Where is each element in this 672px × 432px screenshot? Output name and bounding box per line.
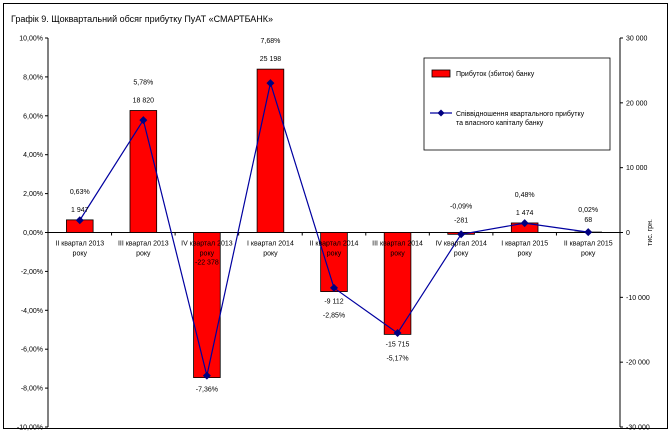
bar-value-label: -9 112 [324,299,343,306]
ratio-value-label: 0,48% [515,192,535,199]
left-tick-label: -10,00% [17,425,43,432]
legend: Прибуток (збиток) банку Співвідношення кв… [423,57,611,151]
right-tick-label: 10 000 [626,165,648,172]
bar-value-label: 1 474 [516,210,534,217]
category-label: І квартал 2015 [501,241,548,248]
bar-value-label: 25 198 [260,56,282,63]
bar-5 [320,232,348,292]
left-tick-label: 10,00% [19,36,43,43]
bar-6 [383,232,412,335]
category-label: IV квартал 2014 [435,241,487,248]
category-label-year: року [136,251,151,258]
category-label-year: року [200,251,215,258]
left-tick-label: 6,00% [23,113,43,120]
ratio-point-9 [584,228,593,237]
right-tick-label: -10 000 [626,295,650,302]
bar-2 [129,110,158,233]
legend-line-marker [437,109,445,117]
ratio-value-label: -2,85% [323,313,345,320]
category-label: І квартал 2014 [247,241,294,248]
category-label-year: року [73,251,88,258]
ratio-value-label: -0,09% [450,203,472,210]
category-label: ІІІ квартал 2013 [118,241,169,248]
axes: 10,00% 8,00% 6,00% 4,00% 2,00% 0,00% -2,00% -4,… [17,36,654,432]
legend-bar-swatch [431,69,451,78]
ratio-point-1 [75,216,84,225]
category-label: ІІ квартал 2014 [310,241,359,248]
right-tick-label: 0 [626,230,630,237]
bar-value-label: 1 947 [71,207,89,214]
category-label-year: року [454,251,469,258]
right-tick-label: 20 000 [626,100,648,107]
category-label: ІІІ квартал 2014 [372,241,423,248]
bar-3 [193,232,221,378]
category-label-year: року [390,251,405,258]
bar-value-label: -15 715 [386,341,410,348]
legend-box [423,57,611,151]
bar-value-label: -281 [454,217,468,224]
ratio-value-label: 7,68% [261,38,281,45]
left-tick-label: -2,00% [21,269,43,276]
left-tick-label: -4,00% [21,308,43,315]
ratio-value-label: 0,02% [578,207,598,214]
ratio-point-8 [520,219,529,228]
ratio-point-5 [330,283,338,292]
legend-line-label-1: Співвідношення квартального прибутку [456,110,585,118]
ratio-point-7 [457,230,466,239]
right-axis-title: тис. грн. [647,219,654,246]
legend-line-label-2: та власного капіталу банку [456,119,544,127]
bars [66,68,602,378]
left-tick-label: 8,00% [23,74,43,81]
chart-title: Графік 9. Щоквартальний обсяг прибутку П… [11,14,274,24]
ratio-line [75,79,593,380]
bar-value-label: -22 378 [195,260,219,267]
ratio-value-label: 5,78% [133,79,153,86]
category-label-year: року [581,251,596,258]
legend-bar-label: Прибуток (збиток) банку [456,70,535,78]
left-tick-label: 4,00% [23,152,43,159]
right-tick-label: 30 000 [626,36,648,43]
ratio-point-2 [139,116,148,125]
ratio-point-4 [266,79,275,88]
ratio-value-label: -5,17% [386,355,408,362]
category-label-year: року [327,251,342,258]
bar-4 [256,68,285,233]
ratio-value-label: 0,63% [70,189,90,196]
left-tick-label: -8,00% [21,386,43,393]
ratio-point-3 [202,371,211,380]
category-label-year: року [517,251,532,258]
category-label: ІІ квартал 2015 [564,241,613,248]
ratio-value-label: -7,36% [196,387,218,394]
ratio-point-6 [393,329,402,338]
category-label-year: року [263,251,278,258]
bar-value-label: 68 [584,217,592,224]
data-labels: ІІ квартал 2013 року ІІІ квартал 2013 року I… [55,38,612,394]
left-tick-label: -6,00% [21,347,43,354]
right-tick-label: -30 000 [626,425,650,432]
bar-value-label: 18 820 [133,97,155,104]
right-tick-label: -20 000 [626,360,650,367]
category-label: ІІ квартал 2013 [55,241,104,248]
left-tick-label: 0,00% [23,230,43,237]
left-tick-label: 2,00% [23,191,43,198]
category-label: IV квартал 2013 [181,241,233,248]
